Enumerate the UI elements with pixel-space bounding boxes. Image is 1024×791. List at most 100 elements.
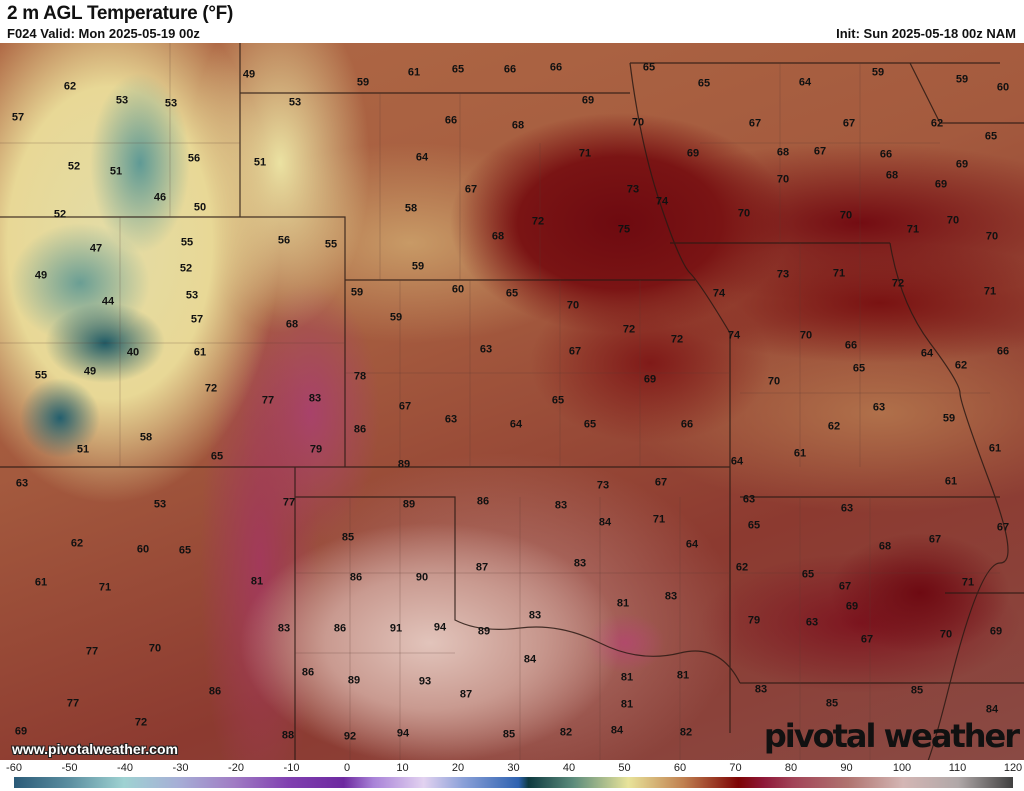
temperature-label: 69	[845, 600, 859, 613]
temperature-label: 63	[840, 502, 854, 515]
temperature-label: 67	[654, 476, 668, 489]
temperature-label: 66	[996, 345, 1010, 358]
temperature-label: 58	[139, 431, 153, 444]
temperature-label: 52	[53, 208, 67, 221]
temperature-label: 85	[910, 684, 924, 697]
temperature-label: 68	[885, 169, 899, 182]
temperature-label: 61	[988, 442, 1002, 455]
temperature-label: 83	[277, 622, 291, 635]
temperature-label: 81	[616, 597, 630, 610]
temperature-label: 72	[134, 716, 148, 729]
temperature-label: 65	[505, 287, 519, 300]
temperature-label: 61	[407, 66, 421, 79]
temperature-label: 72	[204, 382, 218, 395]
temperature-label: 60	[451, 283, 465, 296]
temperature-label: 71	[832, 267, 846, 280]
temperature-label: 67	[928, 533, 942, 546]
temperature-label: 67	[748, 117, 762, 130]
temperature-label: 56	[277, 234, 291, 247]
temperature-label: 87	[459, 688, 473, 701]
map-title: 2 m AGL Temperature (°F)	[7, 3, 233, 24]
temperature-label: 53	[288, 96, 302, 109]
temperature-label: 67	[842, 117, 856, 130]
temperature-label: 72	[670, 333, 684, 346]
temperature-label: 89	[402, 498, 416, 511]
temperature-label: 52	[67, 160, 81, 173]
temperature-label: 65	[747, 519, 761, 532]
temperature-label: 69	[581, 94, 595, 107]
temperature-label: 77	[85, 645, 99, 658]
temperature-label: 75	[617, 223, 631, 236]
colorbar-tick-label: 110	[948, 762, 967, 774]
temperature-label: 65	[583, 418, 597, 431]
temperature-label: 85	[825, 697, 839, 710]
temperature-label: 55	[180, 236, 194, 249]
temperature-label: 90	[415, 571, 429, 584]
colorbar-tick-label: 70	[729, 762, 742, 774]
temperature-label: 44	[101, 295, 115, 308]
temperature-label: 69	[643, 373, 657, 386]
temperature-label: 59	[411, 260, 425, 273]
temperature-label: 49	[34, 269, 48, 282]
temperature-label: 53	[164, 97, 178, 110]
temperature-label: 67	[568, 345, 582, 358]
temperature-label: 62	[70, 537, 84, 550]
temperature-label: 65	[642, 61, 656, 74]
temperature-label: 74	[727, 329, 741, 342]
temperature-label: 89	[347, 674, 361, 687]
temperature-label: 59	[350, 286, 364, 299]
temperature-label: 57	[190, 313, 204, 326]
temperature-label: 53	[185, 289, 199, 302]
temperature-label: 61	[944, 475, 958, 488]
temperature-label: 57	[11, 111, 25, 124]
site-watermark: www.pivotalweather.com	[12, 741, 178, 757]
temperature-label: 84	[610, 724, 624, 737]
temperature-label: 64	[509, 418, 523, 431]
temperature-label: 58	[404, 202, 418, 215]
temperature-label: 91	[389, 622, 403, 635]
temperature-label: 62	[735, 561, 749, 574]
temperature-label: 83	[528, 609, 542, 622]
temperature-label: 59	[356, 76, 370, 89]
temperature-label: 59	[942, 412, 956, 425]
temperature-label: 65	[852, 362, 866, 375]
temperature-label: 70	[839, 209, 853, 222]
colorbar-tick-label: 0	[343, 762, 351, 774]
colorbar-tick-label: 60	[673, 762, 687, 774]
colorbar-tick-label: 120	[1003, 762, 1023, 774]
temperature-label: 64	[415, 151, 429, 164]
temperature-label: 63	[444, 413, 458, 426]
temperature-label: 64	[730, 455, 744, 468]
temperature-label: 46	[153, 191, 167, 204]
temperature-label: 89	[477, 625, 491, 638]
temperature-label: 51	[76, 443, 90, 456]
temperature-label: 72	[531, 215, 545, 228]
temperature-label: 65	[697, 77, 711, 90]
temperature-label: 67	[860, 633, 874, 646]
temperature-label: 64	[685, 538, 699, 551]
temperature-label: 89	[397, 458, 411, 471]
temperature-label: 70	[985, 230, 999, 243]
temperature-map[interactable]: 62 53 53 57 49 59 61 65 66 66 65 65 64 59 59 60 53 69 66 68…	[0, 43, 1024, 760]
temperature-label: 78	[353, 370, 367, 383]
state-borders	[0, 43, 1024, 760]
temperature-label: 66	[680, 418, 694, 431]
temperature-label: 53	[115, 94, 129, 107]
temperature-label: 62	[954, 359, 968, 372]
temperature-label: 62	[827, 420, 841, 433]
temperature-label: 68	[511, 119, 525, 132]
temperature-label: 70	[776, 173, 790, 186]
temperature-label: 65	[210, 450, 224, 463]
temperature-label: 77	[66, 697, 80, 710]
temperature-label: 70	[799, 329, 813, 342]
temperature-label: 64	[798, 76, 812, 89]
temperature-label: 49	[242, 68, 256, 81]
temperature-label: 83	[554, 499, 568, 512]
temperature-label: 73	[776, 268, 790, 281]
temperature-label: 83	[573, 557, 587, 570]
temperature-label: 86	[476, 495, 490, 508]
temperature-label: 52	[179, 262, 193, 275]
colorbar-tick-label: 20	[451, 762, 465, 774]
temperature-label: 59	[871, 66, 885, 79]
temperature-label: 77	[261, 394, 275, 407]
